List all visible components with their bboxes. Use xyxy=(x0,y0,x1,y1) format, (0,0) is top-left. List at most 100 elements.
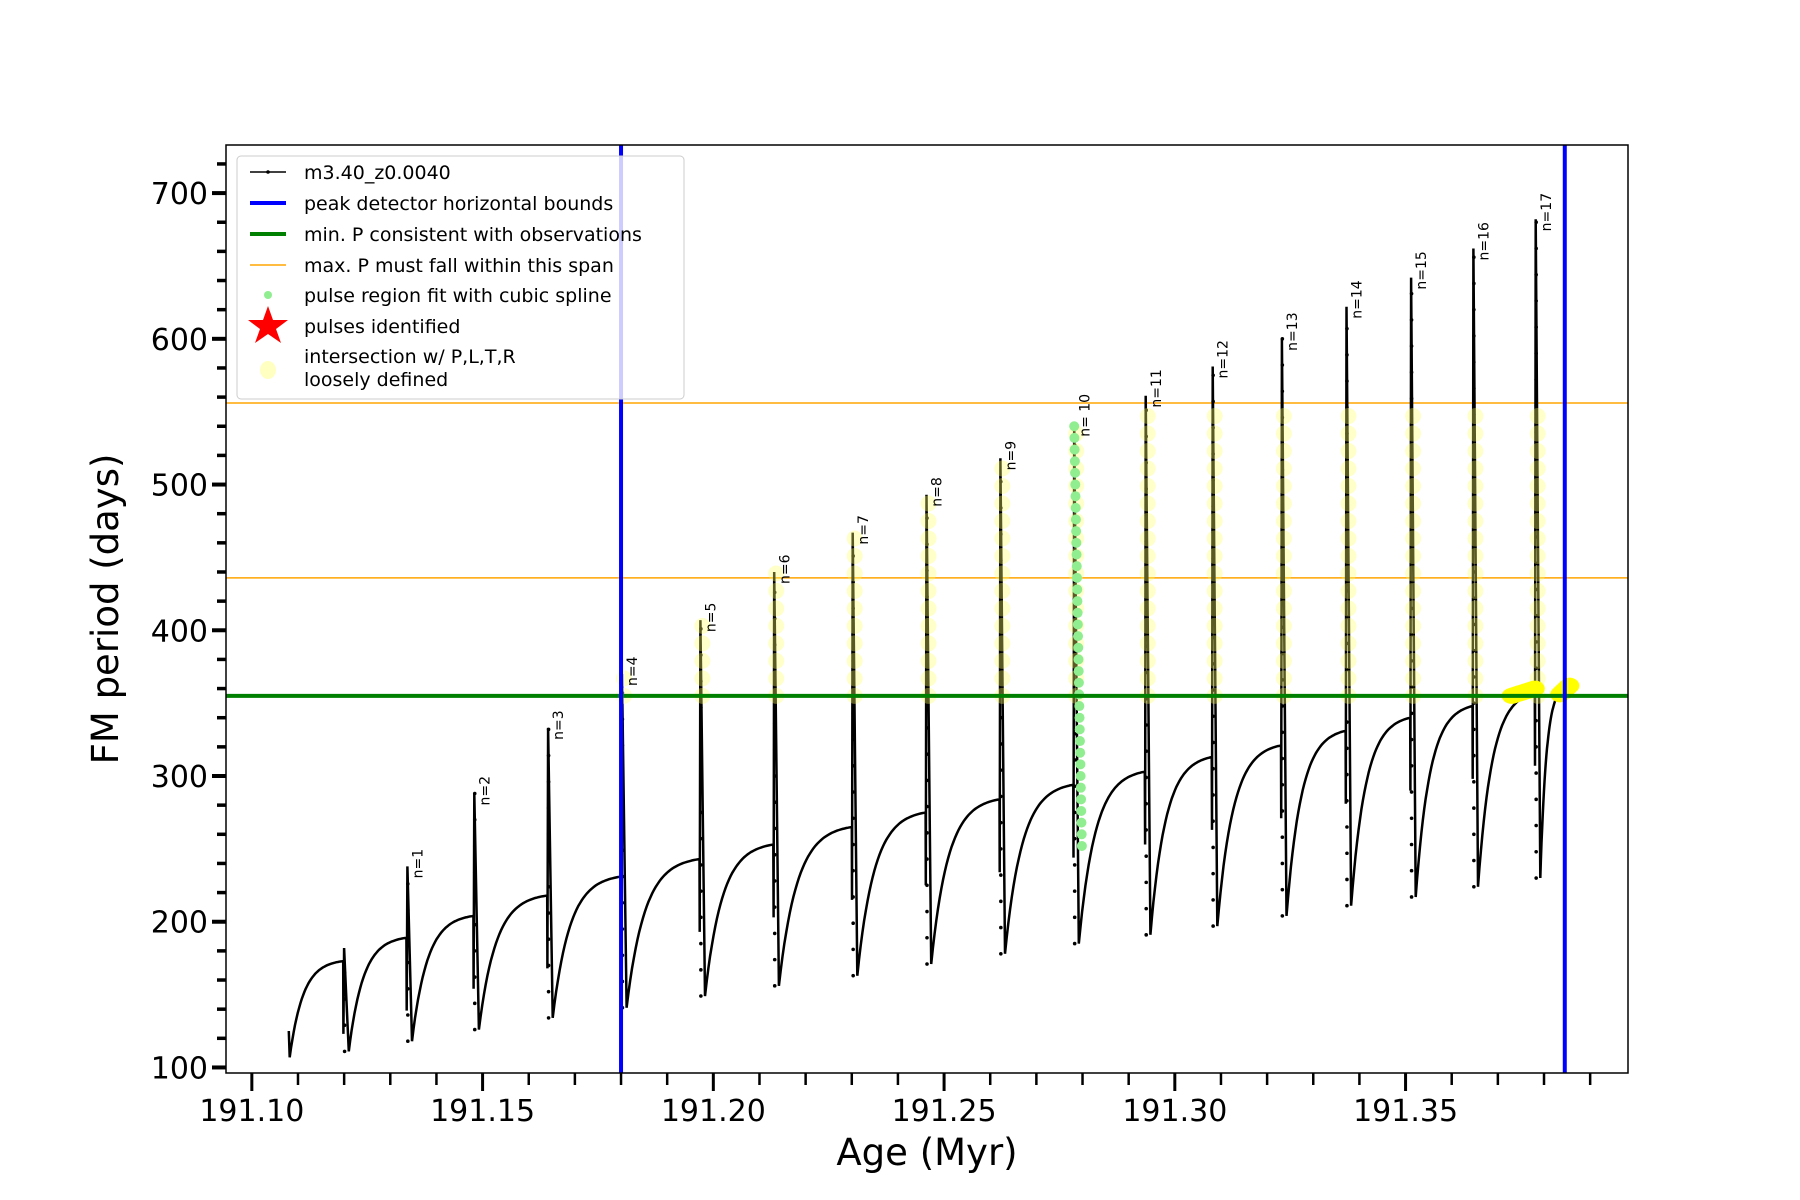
series-marker xyxy=(1144,565,1149,570)
series-marker xyxy=(1534,456,1538,461)
series-marker xyxy=(999,689,1003,694)
series-marker xyxy=(1280,573,1285,577)
series-marker xyxy=(1280,861,1285,866)
pulse-label-17: n=17 xyxy=(1539,193,1555,231)
series-marker xyxy=(546,989,551,994)
series-marker xyxy=(472,844,477,848)
spline-fit-marker xyxy=(1070,491,1081,502)
loose-intersection-marker xyxy=(768,582,785,599)
series-marker xyxy=(1409,816,1414,821)
loose-intersection-marker xyxy=(1139,408,1156,425)
spline-fit-marker xyxy=(1073,666,1084,677)
series-marker xyxy=(1345,772,1349,777)
series-marker xyxy=(1211,504,1215,509)
series-marker xyxy=(925,778,929,783)
loose-intersection-marker xyxy=(1275,582,1292,599)
series-marker xyxy=(851,868,855,873)
loose-intersection-marker xyxy=(1467,512,1484,529)
y-tick-label: 100 xyxy=(151,1051,208,1086)
loose-intersection-marker xyxy=(1529,460,1546,477)
series-marker xyxy=(699,731,703,736)
loose-intersection-marker xyxy=(1529,512,1546,529)
series-marker xyxy=(1409,580,1414,584)
loose-intersection-marker xyxy=(994,460,1011,477)
series-marker xyxy=(1211,373,1215,378)
loose-intersection-marker xyxy=(1467,652,1484,669)
loose-intersection-marker xyxy=(1405,460,1422,477)
series-marker xyxy=(1345,379,1349,383)
series-marker xyxy=(1472,806,1476,810)
spline-fit-marker xyxy=(1073,677,1084,688)
series-marker xyxy=(851,606,855,611)
series-marker xyxy=(1534,508,1538,513)
loose-intersection-marker xyxy=(1206,635,1223,652)
series-marker xyxy=(1280,337,1285,341)
series-marker xyxy=(1409,422,1414,427)
loose-intersection-marker xyxy=(1275,652,1292,669)
series-marker xyxy=(1409,790,1414,794)
loose-intersection-marker xyxy=(1275,495,1292,512)
series-marker xyxy=(1409,396,1414,401)
series-marker xyxy=(546,1016,551,1020)
spline-fit-marker xyxy=(1070,467,1081,478)
legend-max-p-label: max. P must fall within this span xyxy=(304,255,614,277)
loose-intersection-marker xyxy=(994,582,1011,599)
series-marker xyxy=(1280,520,1285,525)
series-marker xyxy=(772,800,777,805)
series-marker xyxy=(342,1023,347,1028)
loose-intersection-marker xyxy=(768,565,785,582)
series-marker xyxy=(1211,871,1215,876)
series-marker xyxy=(1409,449,1414,453)
series-marker xyxy=(1280,730,1285,735)
loose-intersection-marker xyxy=(1529,530,1546,547)
loose-intersection-marker xyxy=(1139,512,1156,529)
loose-intersection-marker xyxy=(1467,425,1484,442)
series-marker xyxy=(1280,809,1285,813)
series-marker xyxy=(772,931,777,936)
series-marker xyxy=(1072,784,1077,789)
series-marker xyxy=(1534,325,1538,329)
loose-intersection-marker xyxy=(1405,408,1422,425)
series-marker xyxy=(772,616,777,621)
series-marker xyxy=(1534,299,1538,303)
series-marker xyxy=(406,960,410,965)
spline-fit-marker xyxy=(1073,654,1084,665)
spline-fit-marker xyxy=(1076,805,1087,816)
series-marker xyxy=(1345,851,1349,856)
series-marker xyxy=(1144,696,1149,701)
series-marker xyxy=(999,506,1003,510)
loose-intersection-marker xyxy=(1340,582,1357,599)
y-axis-label: FM period (days) xyxy=(84,454,127,765)
axis-ticks: 100 200 300 400 500 600 700 191.10 191.15 191.20 1… xyxy=(151,162,1592,1129)
series-marker xyxy=(546,806,551,810)
loose-intersection-marker xyxy=(1340,670,1357,687)
series-marker xyxy=(925,699,929,704)
series-marker xyxy=(1144,775,1149,780)
series-marker xyxy=(1072,941,1077,946)
series-marker xyxy=(772,774,777,778)
series-marker xyxy=(1409,685,1414,689)
series-marker xyxy=(1280,625,1285,630)
spline-fit-marker xyxy=(1070,514,1081,525)
pulse-label-4: n=4 xyxy=(625,656,641,686)
series-marker xyxy=(1409,527,1414,532)
loose-intersection-marker xyxy=(1139,443,1156,460)
series-marker xyxy=(1280,494,1285,499)
series-marker xyxy=(1144,828,1149,832)
series-marker xyxy=(925,752,929,756)
loose-intersection-marker xyxy=(1467,443,1484,460)
series-marker xyxy=(1211,688,1215,692)
loose-intersection-marker xyxy=(1275,565,1292,582)
loose-intersection-marker xyxy=(694,670,711,687)
loose-intersection-blob xyxy=(1559,677,1580,694)
series-marker xyxy=(1409,475,1414,480)
pulse-label-8: n=8 xyxy=(930,477,946,507)
loose-intersection-marker xyxy=(1206,565,1223,582)
loose-intersection-marker xyxy=(768,600,785,617)
series-marker xyxy=(1472,858,1476,863)
series-marker xyxy=(1472,753,1476,758)
loose-intersection-marker xyxy=(1139,635,1156,652)
loose-intersection-marker xyxy=(1405,582,1422,599)
series-marker xyxy=(1472,622,1476,627)
series-marker xyxy=(472,949,477,953)
